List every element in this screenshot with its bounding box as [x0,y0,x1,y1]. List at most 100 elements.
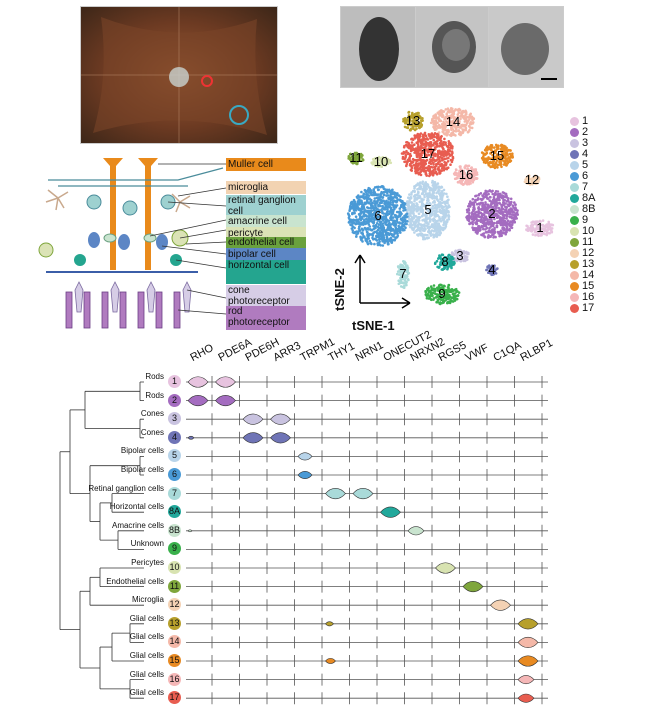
tsne-point [527,226,530,230]
tsne-point [432,297,436,300]
tsne-cluster-6 [346,185,409,247]
tsne-point [490,220,494,223]
tsne-point [404,155,407,159]
tsne-point [439,135,443,139]
violin-PDE6H [242,413,264,425]
retina-flatmount-photo [80,6,278,144]
dendrogram [59,381,144,699]
tsne-point [428,161,431,165]
tsne-point [360,205,364,209]
tsne-point [365,230,369,234]
muller-cells [103,158,158,270]
tsne-point [503,159,507,163]
tsne-point [416,205,420,209]
tsne-point [448,141,451,145]
tsne-point [478,215,482,219]
tsne-point [376,243,380,247]
tsne-point [488,218,491,221]
tsne-point [404,208,407,212]
legend-swatch [570,139,579,148]
tsne-point [435,259,439,263]
tsne-point [485,206,488,210]
tsne-point [434,125,437,128]
tsne-point [402,120,405,123]
tsne-cluster-label: 13 [406,113,420,128]
tsne-point [471,197,475,201]
tsne-point [418,186,422,189]
tsne-point [370,233,373,236]
tsne-point [491,212,495,215]
tsne-point [385,190,388,194]
tsne-point [489,165,492,168]
cell-label-8: cone photoreceptor [226,285,306,309]
tsne-point [439,119,442,122]
tsne-point [432,183,436,187]
tsne-point [423,185,426,188]
tsne-point [457,250,460,254]
tsne-point [470,217,474,221]
tsne-point [398,268,402,272]
cluster-badge: 17 [168,691,181,705]
tsne-point [395,235,399,239]
tsne-point [504,208,508,211]
tsne-point [419,173,423,177]
tsne-point [426,199,429,202]
tsne-point [348,214,351,218]
tsne-point [447,284,450,287]
tsne-point [437,256,441,259]
tsne-point [377,209,381,212]
tsne-point [446,133,449,136]
tsne-point [396,232,399,236]
violin-THY1 [325,658,336,664]
tsne-point [387,223,391,227]
tsne-point [409,196,413,200]
tsne-point [400,203,403,207]
tsne-point [396,265,400,268]
tsne-point [466,218,469,222]
tsne-point [508,201,512,205]
tsne-point [515,211,519,215]
tsne-point [429,285,433,288]
tsne-point [429,214,433,217]
tsne-point [488,199,492,203]
tsne-point [439,200,442,204]
tsne-point [439,138,442,141]
tsne-point [463,259,467,263]
tsne-point [389,239,392,243]
tsne-point [528,228,532,231]
tsne-point [447,210,450,213]
tsne-point [510,226,514,230]
tsne-point [502,144,506,148]
tsne-point [411,145,414,149]
tsne-point [472,215,475,218]
em-image-3 [488,6,564,88]
tsne-point [412,195,416,198]
tsne-point [489,235,492,239]
tsne-point [416,226,420,230]
tsne-point [502,214,506,218]
tsne-point [399,263,402,267]
tsne-point [416,223,419,227]
tsne-point [392,238,395,242]
tsne-point [403,218,407,222]
violin-RGS5 [435,562,456,574]
tsne-point [448,293,451,297]
legend-swatch [570,117,579,126]
tsne-point [403,260,406,263]
tsne-point [409,201,413,204]
tsne-point [505,214,509,217]
violin-ARR3 [270,413,291,425]
tsne-point [368,239,372,243]
tsne-point [430,294,434,298]
tsne-point [369,206,373,210]
tsne-point [459,259,462,263]
tsne-cluster-label: 5 [424,202,431,217]
violin-NRN1 [352,488,374,500]
tsne-point [477,206,480,210]
tsne-point [447,215,450,218]
tsne-point [489,222,492,226]
tsne-point [365,199,369,202]
tsne-point [484,228,487,231]
tsne-point [494,190,498,193]
tsne-point [358,213,361,216]
